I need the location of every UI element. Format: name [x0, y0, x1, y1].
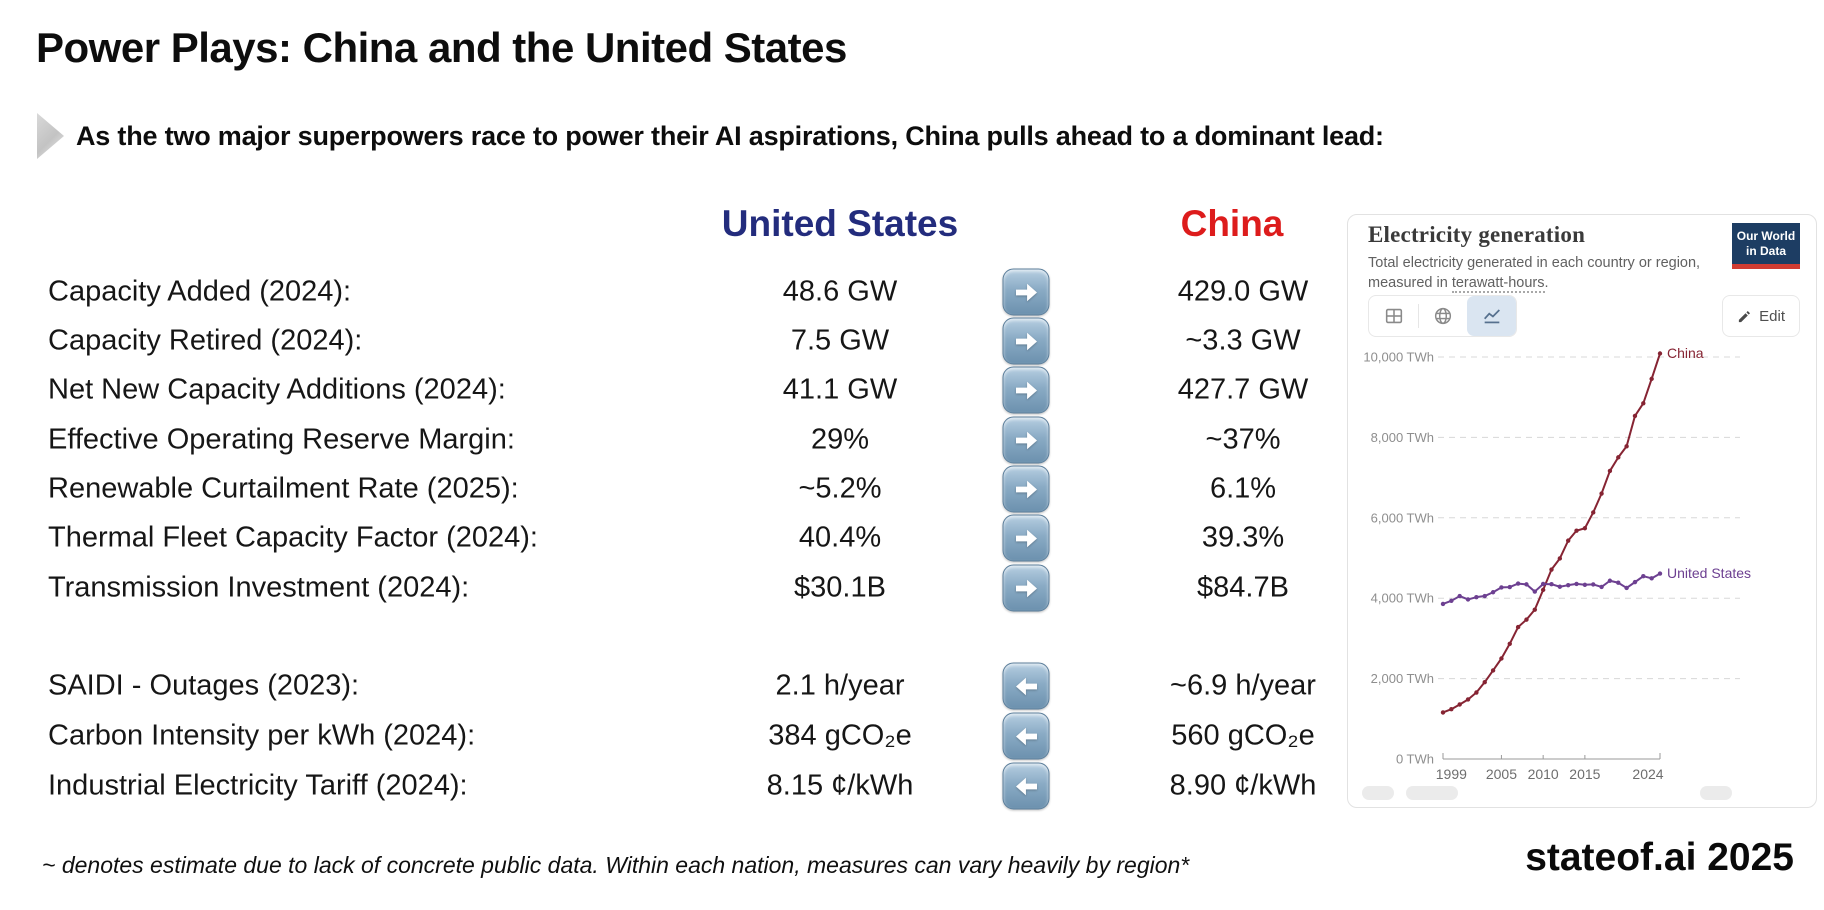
- china-value: 8.90 ¢/kWh: [1169, 769, 1317, 802]
- metric-label: Transmission Investment (2024):: [48, 571, 470, 604]
- metric-label: Thermal Fleet Capacity Factor (2024):: [48, 521, 538, 554]
- china-value: 6.1%: [1209, 472, 1277, 505]
- us-value: 48.6 GW: [782, 275, 898, 308]
- owid-chart-card: Electricity generation Our World in Data…: [1347, 214, 1817, 808]
- svg-text:2005: 2005: [1486, 766, 1517, 782]
- metric-label: SAIDI - Outages (2023):: [48, 669, 360, 702]
- timeline-stub-left[interactable]: [1362, 786, 1394, 800]
- china-value: ~3.3 GW: [1185, 324, 1301, 357]
- us-value: 384 gCO₂e: [768, 719, 912, 752]
- us-value: 8.15 ¢/kWh: [766, 769, 914, 802]
- us-value: 41.1 GW: [782, 373, 898, 406]
- advantage-arrow-icon: [1002, 662, 1050, 710]
- china-value: ~6.9 h/year: [1170, 669, 1316, 702]
- svg-text:China: China: [1667, 345, 1704, 361]
- stateofai-brand: stateof.ai 2025: [1525, 836, 1794, 879]
- svg-text:4,000 TWh: 4,000 TWh: [1371, 591, 1434, 606]
- metric-label: Effective Operating Reserve Margin:: [48, 423, 515, 456]
- china-value: $84.7B: [1197, 571, 1289, 604]
- advantage-arrow-icon: [1002, 366, 1050, 414]
- svg-text:8,000 TWh: 8,000 TWh: [1371, 430, 1434, 445]
- table-icon: [1385, 308, 1402, 324]
- electricity-generation-plot: 10,000 TWh 8,000 TWh 6,000 TWh 4,000 TWh 2,0…: [1363, 345, 1751, 782]
- map-view-tab[interactable]: [1418, 296, 1467, 336]
- edit-button[interactable]: Edit: [1722, 295, 1800, 337]
- china-value: ~37%: [1205, 423, 1281, 456]
- chart-view-tabs: [1368, 295, 1517, 337]
- line-chart-icon: [1483, 309, 1500, 324]
- us-value: ~5.2%: [798, 472, 882, 505]
- metric-label: Capacity Retired (2024):: [48, 324, 363, 357]
- advantage-arrow-icon: [1002, 514, 1050, 562]
- svg-text:6,000 TWh: 6,000 TWh: [1371, 510, 1434, 525]
- terawatt-hours-link[interactable]: terawatt-hours: [1451, 274, 1545, 293]
- metric-label: Capacity Added (2024):: [48, 275, 352, 308]
- svg-text:2015: 2015: [1569, 766, 1600, 782]
- svg-text:2010: 2010: [1528, 766, 1559, 782]
- svg-text:2024: 2024: [1632, 766, 1663, 782]
- metric-label: Industrial Electricity Tariff (2024):: [48, 769, 468, 802]
- svg-text:10,000 TWh: 10,000 TWh: [1363, 350, 1434, 365]
- owid-logo-line1: Our World: [1736, 228, 1796, 243]
- advantage-arrow-icon: [1002, 416, 1050, 464]
- bullet-triangle-icon: [37, 113, 64, 159]
- chart-subtitle: Total electricity generated in each coun…: [1368, 255, 1701, 293]
- subtitle: As the two major superpowers race to pow…: [76, 121, 1384, 151]
- advantage-arrow-icon: [1002, 268, 1050, 316]
- china-value: 427.7 GW: [1177, 373, 1309, 406]
- edit-label: Edit: [1759, 307, 1785, 325]
- metric-label: Net New Capacity Additions (2024):: [48, 373, 506, 406]
- column-header-united-states: United States: [721, 203, 959, 244]
- svg-text:0 TWh: 0 TWh: [1396, 752, 1434, 767]
- chart-title: Electricity generation: [1368, 222, 1586, 247]
- advantage-arrow-icon: [1002, 465, 1050, 513]
- page-title: Power Plays: China and the United States: [36, 24, 847, 71]
- table-view-tab[interactable]: [1369, 296, 1418, 336]
- us-value: 40.4%: [798, 521, 882, 554]
- advantage-arrow-icon: [1002, 712, 1050, 760]
- svg-text:United States: United States: [1667, 565, 1751, 581]
- advantage-arrow-icon: [1002, 762, 1050, 810]
- owid-logo-line2: in Data: [1745, 243, 1786, 258]
- us-value: 7.5 GW: [790, 324, 890, 357]
- timeline-stub-mid[interactable]: [1406, 786, 1458, 800]
- advantage-arrow-icon: [1002, 317, 1050, 365]
- metric-label: Carbon Intensity per kWh (2024):: [48, 719, 476, 752]
- footnote: ~ denotes estimate due to lack of concre…: [42, 852, 1190, 878]
- advantage-arrow-icon: [1002, 564, 1050, 612]
- us-value: $30.1B: [794, 571, 886, 604]
- column-header-china: China: [1180, 203, 1284, 244]
- globe-icon: [1434, 307, 1451, 325]
- line-chart-view-tab[interactable]: [1467, 296, 1516, 336]
- svg-text:2,000 TWh: 2,000 TWh: [1371, 671, 1434, 686]
- china-value: 560 gCO₂e: [1171, 719, 1315, 752]
- timeline-stub-right[interactable]: [1700, 786, 1732, 800]
- metric-label: Renewable Curtailment Rate (2025):: [48, 472, 519, 505]
- owid-logo: Our World in Data: [1732, 223, 1800, 269]
- us-value: 2.1 h/year: [775, 669, 905, 702]
- svg-text:1999: 1999: [1436, 766, 1467, 782]
- china-value: 39.3%: [1201, 521, 1285, 554]
- china-value: 429.0 GW: [1177, 275, 1309, 308]
- pencil-icon: [1739, 310, 1751, 322]
- us-value: 29%: [810, 423, 870, 456]
